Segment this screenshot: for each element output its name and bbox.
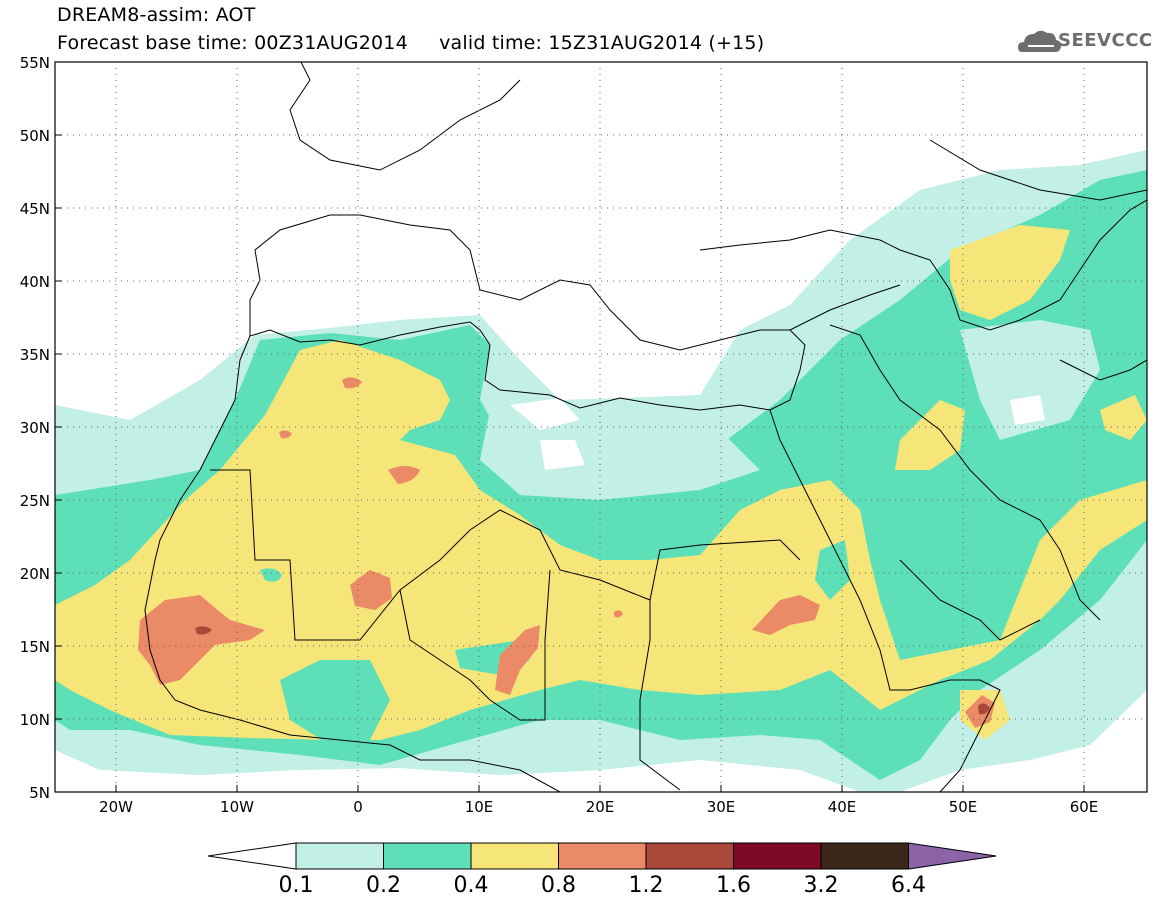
latitude-labels: 55N 50N 45N 40N 35N 30N 25N 20N 15N 10N …: [20, 54, 50, 802]
gridlines: [55, 62, 1147, 792]
lat-label: 50N: [20, 127, 50, 145]
aot-level-0.8: [138, 595, 265, 685]
colorbar-swatch: [558, 842, 647, 870]
lat-label: 40N: [20, 273, 50, 291]
colorbar-label: 3.2: [804, 873, 839, 898]
colorbar-label: 1.2: [629, 873, 664, 898]
map-title: DREAM8-assim: AOT: [57, 4, 256, 26]
colorbar-label: 0.4: [454, 873, 489, 898]
lon-label: 30E: [707, 798, 736, 816]
lon-label: 20W: [99, 798, 133, 816]
cloud-icon: [1018, 30, 1062, 52]
colorbar-swatch: [295, 842, 384, 870]
lon-label: 10W: [220, 798, 254, 816]
coastlines: [144, 62, 1147, 792]
aot-level-1.2: [195, 626, 212, 635]
lat-label: 55N: [20, 54, 50, 72]
lat-label: 20N: [20, 565, 50, 583]
lat-label: 15N: [20, 638, 50, 656]
colorbar-high-arrow: [908, 842, 997, 870]
colorbar-label: 1.6: [716, 873, 751, 898]
longitude-labels: 20W 10W 0 10E 20E 30E 40E 50E 60E: [99, 798, 1098, 816]
lat-label: 5N: [29, 784, 50, 802]
lon-label: 60E: [1070, 798, 1099, 816]
lon-label: 0: [353, 798, 363, 816]
lat-label: 30N: [20, 419, 50, 437]
colorbar: 0.1 0.2 0.4 0.8 1.2 1.6 3.2 6.4: [207, 842, 997, 898]
colorbar-label: 0.2: [366, 873, 401, 898]
colorbar-label: 0.1: [279, 873, 314, 898]
aot-contours: [55, 62, 1147, 792]
colorbar-swatch: [645, 842, 734, 870]
lon-label: 20E: [586, 798, 615, 816]
colorbar-label: 6.4: [891, 873, 926, 898]
seevccc-logo: SEEVCCC: [1058, 30, 1153, 51]
colorbar-label: 0.8: [541, 873, 576, 898]
lon-label: 10E: [465, 798, 494, 816]
lon-label: 40E: [828, 798, 857, 816]
colorbar-low-arrow: [207, 842, 297, 870]
lat-label: 35N: [20, 346, 50, 364]
colorbar-swatch: [733, 842, 822, 870]
colorbar-swatch: [820, 842, 909, 870]
lat-label: 25N: [20, 492, 50, 510]
forecast-times: Forecast base time: 00Z31AUG2014 valid t…: [57, 32, 765, 54]
lon-label: 50E: [949, 798, 978, 816]
colorbar-swatch: [470, 842, 559, 870]
colorbar-swatch: [383, 842, 472, 870]
lat-label: 45N: [20, 200, 50, 218]
tick-marks: [55, 61, 1085, 792]
lat-label: 10N: [20, 711, 50, 729]
